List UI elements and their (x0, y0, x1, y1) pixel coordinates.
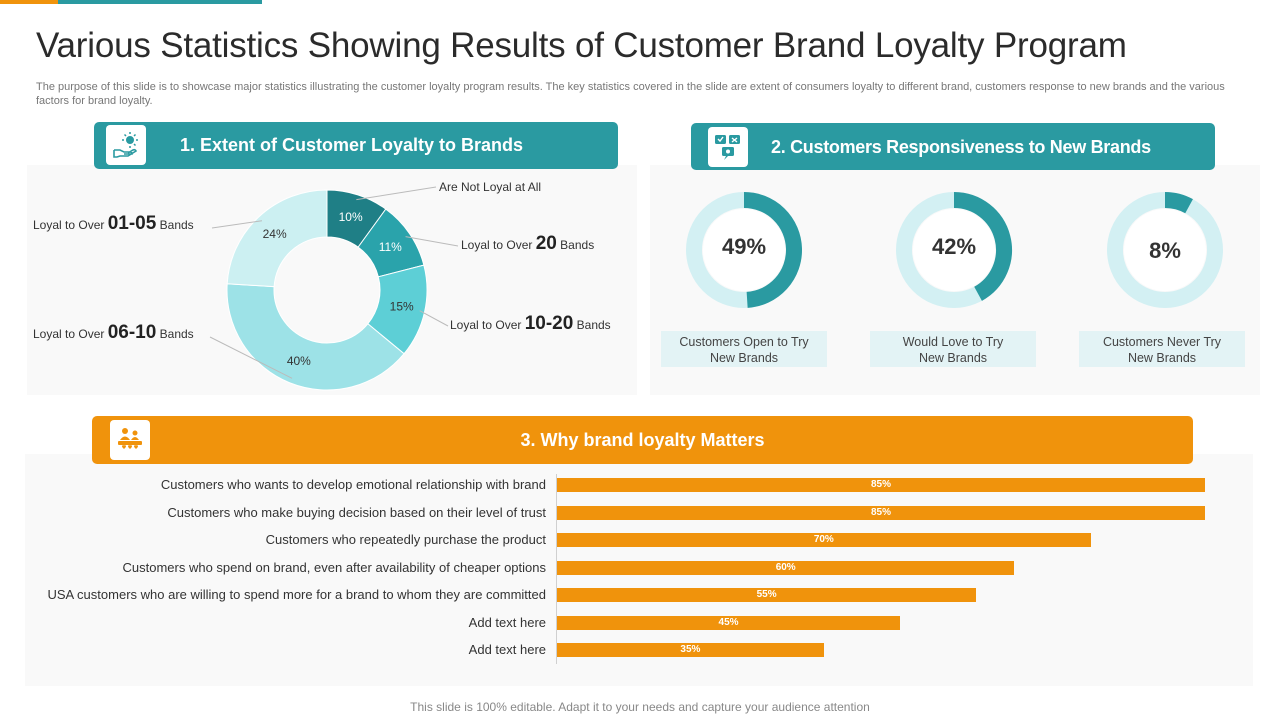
bar-3: 60% (557, 560, 1015, 575)
section-2-banner: 2. Customers Responsiveness to New Brand… (691, 123, 1215, 170)
donut-label-20: Loyal to Over 20 Bands (461, 233, 595, 254)
footer-note: This slide is 100% editable. Adapt it to… (410, 700, 870, 714)
donut-label-06-10: Loyal to Over 06-10 Bands (33, 322, 194, 343)
bar-label-4: USA customers who are willing to spend m… (47, 587, 546, 602)
loyalty-panel (27, 165, 637, 395)
section-3-banner: 3. Why brand loyalty Matters (92, 416, 1193, 464)
bar-5: 45% (557, 615, 901, 630)
bar-6: 35% (557, 643, 824, 657)
bar-label-3: Customers who spend on brand, even after… (122, 559, 546, 575)
section-1-title: 1. Extent of Customer Loyalty to Brands (180, 135, 524, 155)
ring-1-value: 49% (721, 234, 767, 259)
page-title: Various Statistics Showing Results of Cu… (36, 26, 1127, 65)
ring-2-caption: Would Love to Try New Brands (870, 331, 1036, 367)
bar-label-1: Customers who make buying decision based… (167, 504, 546, 520)
section-3-title: 3. Why brand loyalty Matters (520, 429, 765, 450)
section-1-banner: 1. Extent of Customer Loyalty to Brands (94, 122, 618, 169)
ring-2-value: 42% (931, 234, 977, 259)
ring-3-value: 8% (1149, 238, 1181, 263)
ring-1-caption: Customers Open to Try New Brands (661, 331, 827, 367)
bar-0: 85% (557, 478, 1205, 492)
feedback-icon (708, 127, 748, 167)
bar-2: 70% (557, 533, 1091, 547)
donut-label-10-20: Loyal to Over 10-20 Bands (450, 313, 611, 334)
top-accent-teal (58, 0, 262, 4)
top-accent-orange (0, 0, 58, 4)
ring-3-caption: Customers Never Try New Brands (1079, 331, 1245, 367)
bar-4: 55% (557, 588, 977, 602)
donut-label-01-05: Loyal to Over 01-05 Bands (33, 213, 194, 234)
bar-label-0: Customers who wants to develop emotional… (160, 477, 546, 492)
page-description: The purpose of this slide is to showcase… (36, 81, 1225, 107)
bar-label-6: Add text here (468, 642, 546, 657)
section-2-title: 2. Customers Responsiveness to New Brand… (771, 137, 1151, 157)
bar-label-5: Add text here (468, 614, 546, 630)
hand-sun-icon (106, 125, 146, 165)
bar-1: 85% (557, 505, 1205, 520)
donut-label-not-loyal: Are Not Loyal at All (439, 180, 542, 194)
crowd-hearts-icon (110, 420, 150, 460)
bar-label-2: Customers who repeatedly purchase the pr… (265, 532, 546, 547)
bar-chart-axis (556, 474, 557, 664)
